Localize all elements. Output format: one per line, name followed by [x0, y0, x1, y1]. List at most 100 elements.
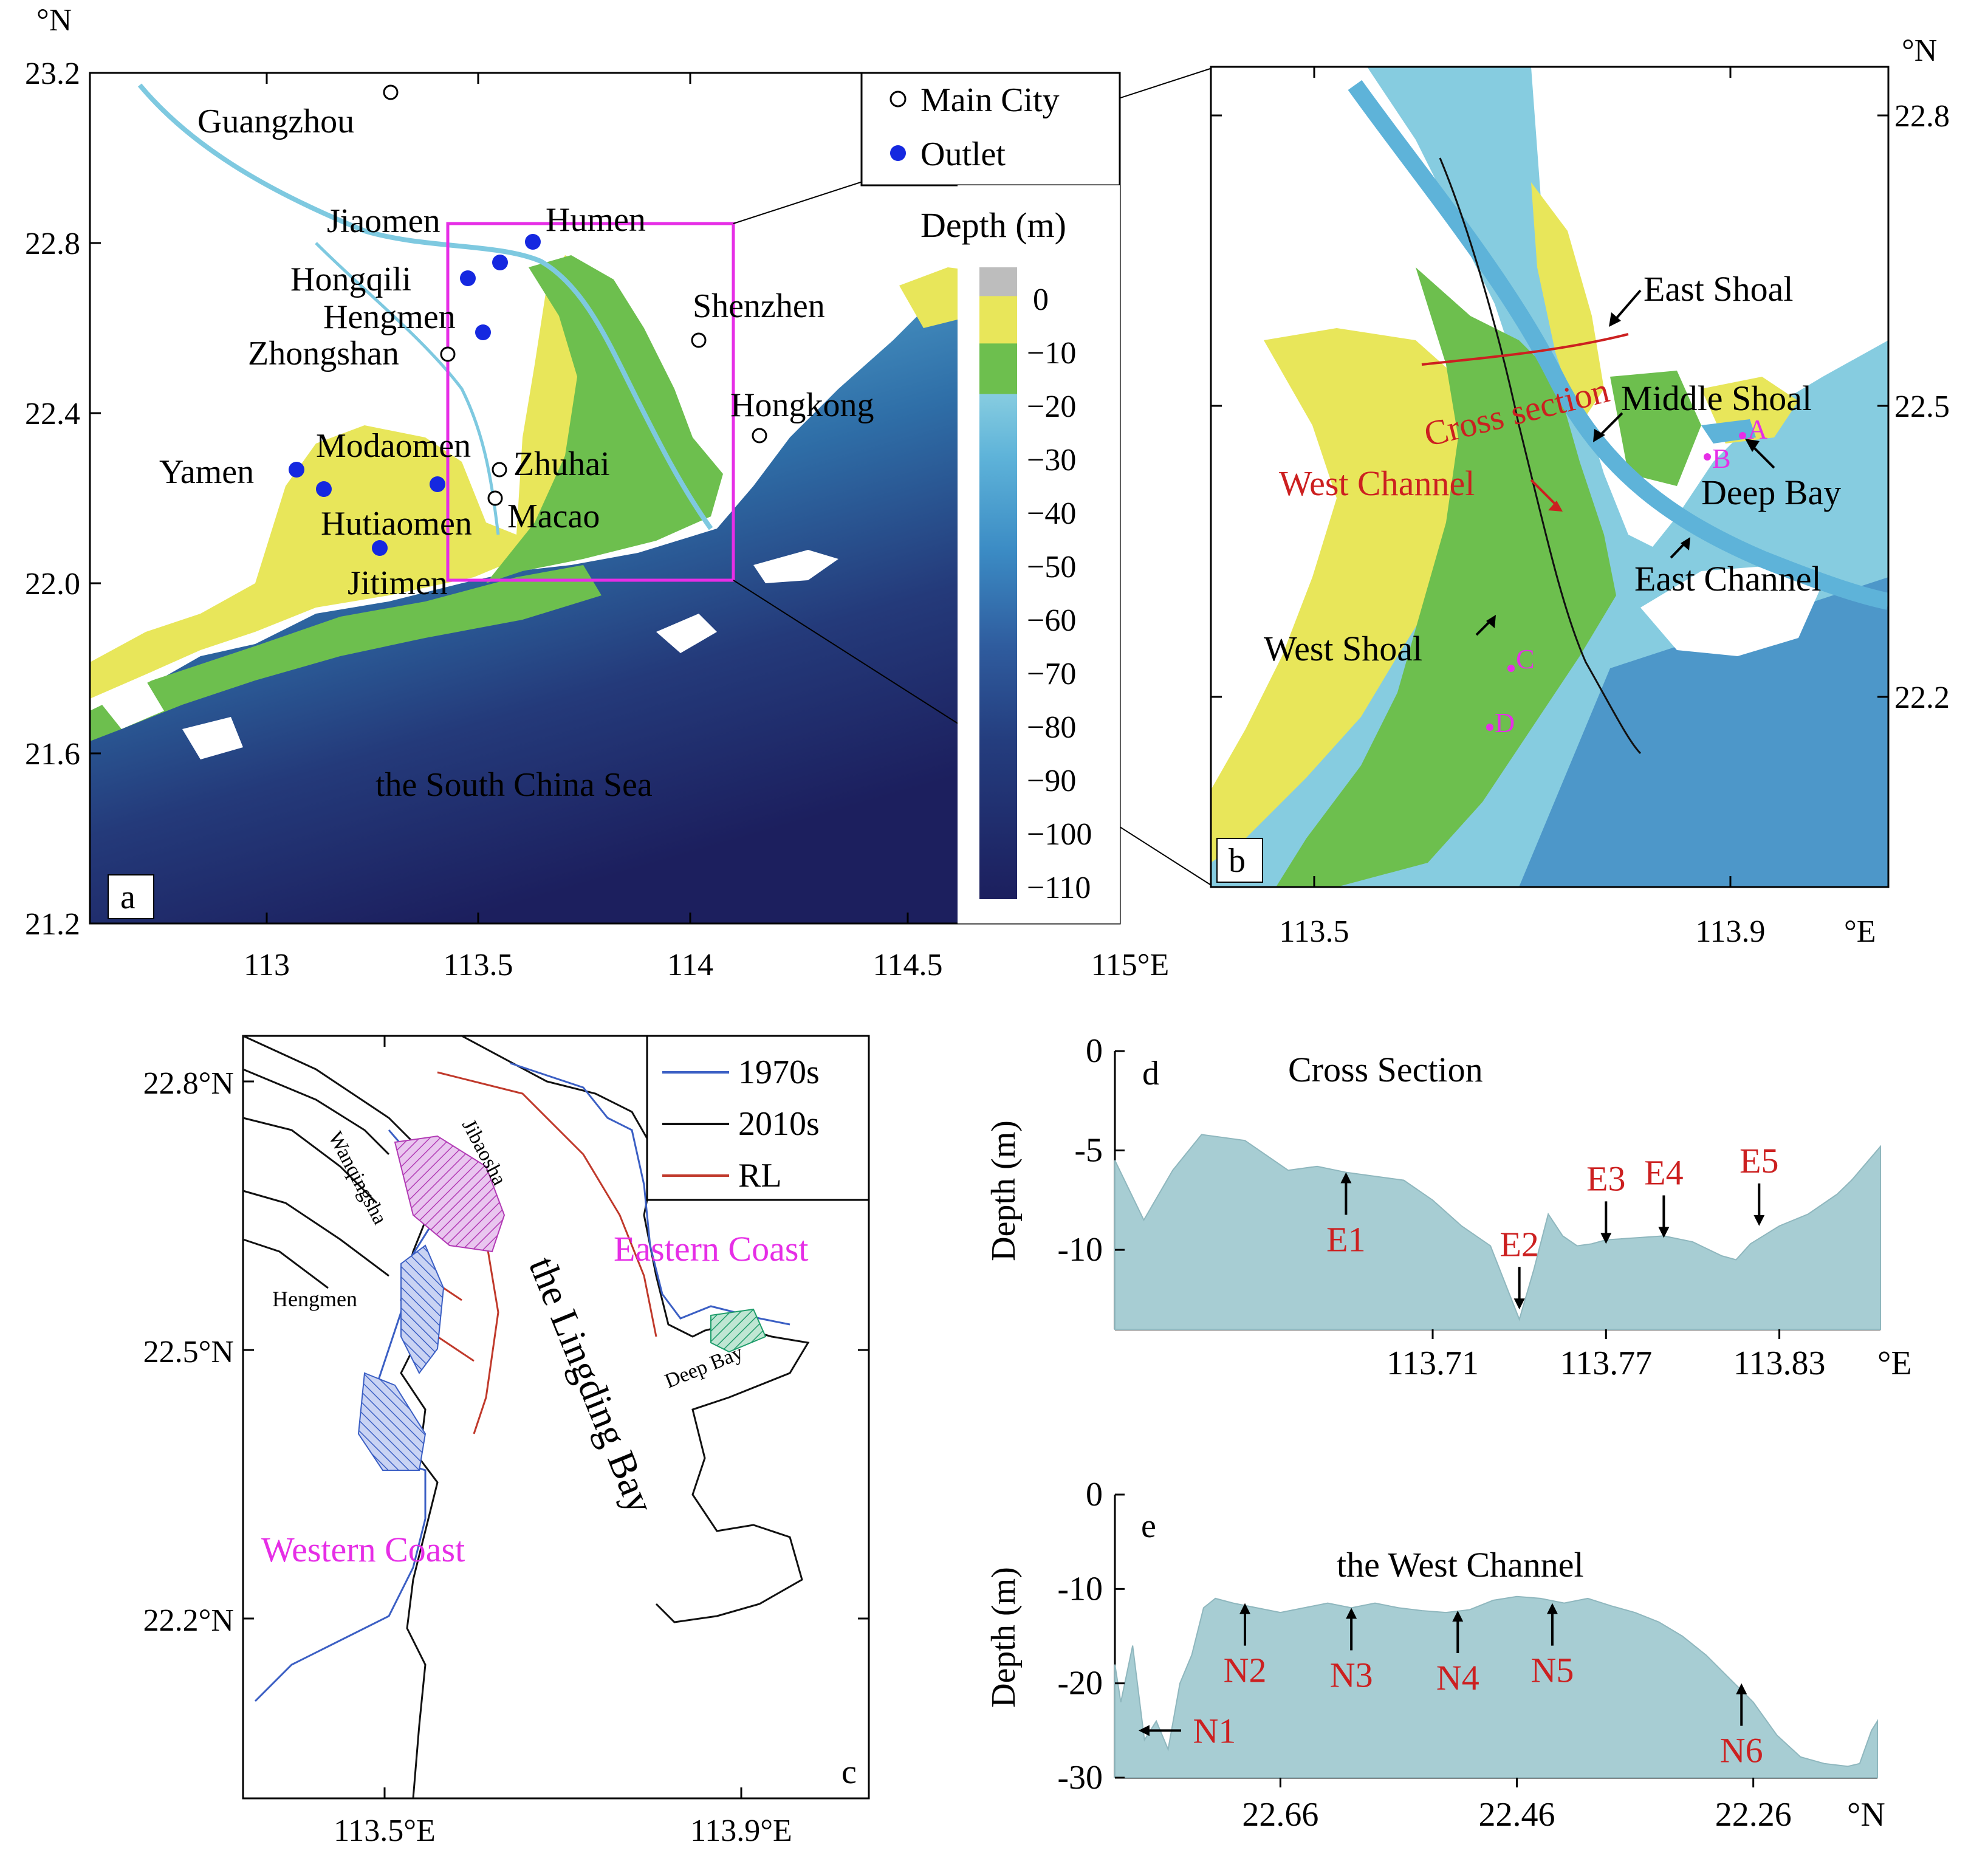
point-marker: [1507, 665, 1515, 672]
legend-outlet: Outlet: [920, 135, 1006, 173]
yellow-shoal-b2: [1531, 182, 1604, 425]
outlet-marker: [289, 462, 304, 478]
lat-tick: 22.8: [25, 227, 80, 261]
lat-tick: 22.4: [25, 397, 80, 431]
panel-b-lat-unit: °N: [1902, 33, 1937, 68]
city-label: Shenzhen: [693, 287, 825, 325]
lat-tick: 21.6: [25, 737, 80, 772]
panel-d-y-ticks: 0 -5 -10: [1057, 1032, 1103, 1269]
reclaim-deep-bay: [710, 1308, 767, 1353]
label-hengmen: Hengmen: [272, 1287, 357, 1311]
lon-tick: 113.9°E: [690, 1814, 792, 1848]
outlet-marker: [460, 270, 476, 286]
x-tick: 113.83: [1733, 1345, 1826, 1382]
outlet-label: Modaomen: [316, 427, 471, 465]
panel-d-x-unit: °E: [1877, 1345, 1912, 1382]
outlet-markers: [289, 234, 541, 556]
outlet-label: Jitimen: [348, 564, 448, 602]
panel-c-lat-ticks: 22.8°N 22.5°N 22.2°N: [143, 1066, 234, 1638]
legend-label: RL: [738, 1157, 782, 1194]
profile-marker: E5: [1740, 1141, 1779, 1226]
main-city-marker: [889, 91, 907, 108]
outlet-marker: [372, 540, 388, 556]
island-4: [97, 680, 164, 729]
outlet-marker: [475, 324, 491, 340]
lon-tick: 113.5°E: [334, 1814, 436, 1848]
depth-tick: −70: [1027, 657, 1076, 691]
lon-tick: 113.5: [443, 948, 513, 982]
shallow-green: [486, 255, 723, 583]
marker-arrowhead: [1346, 1608, 1357, 1619]
y-tick: -20: [1057, 1665, 1103, 1702]
profile-marker: E1: [1326, 1172, 1366, 1259]
city-label: Zhongshan: [248, 335, 399, 372]
arrowhead: [1593, 429, 1605, 442]
lat-tick: 22.5: [1894, 389, 1950, 424]
profile-marker: E2: [1500, 1224, 1539, 1310]
arrowhead: [1486, 615, 1496, 628]
marker-label: N4: [1436, 1658, 1479, 1698]
study-area-box: [446, 222, 735, 582]
depth-colorbar: [979, 267, 1017, 899]
panel-e: 0 -10 -20 -30 22.66 22.46 22.26 °N Depth…: [985, 1476, 1885, 1834]
lat-tick: 22.0: [25, 567, 80, 601]
city-marker: [752, 428, 767, 444]
profile-marker: E4: [1644, 1153, 1684, 1238]
marker-arrowhead: [1239, 1603, 1251, 1614]
y-tick: 0: [1086, 1476, 1103, 1513]
profile-marker: E3: [1586, 1159, 1626, 1244]
legend-box: [860, 72, 1121, 187]
arrowhead: [1548, 501, 1563, 512]
city-marker: [492, 462, 507, 478]
x-tick: 22.46: [1479, 1796, 1555, 1834]
marker-arrowhead: [1600, 1233, 1612, 1244]
panel-d-x-ticks: 113.71 113.77 113.83: [1386, 1345, 1825, 1382]
lat-tick: 23.2: [25, 57, 80, 91]
panel-b-lat-ticks: 22.8 22.5 22.2: [1894, 99, 1950, 715]
outlet-marker: [890, 145, 906, 161]
panel-letter-box: [108, 874, 154, 919]
x-tick: 113.71: [1386, 1345, 1479, 1382]
label-east-channel: East Channel: [1634, 559, 1822, 598]
deeper-sea-b: [1519, 577, 1888, 887]
marker-label: E1: [1326, 1220, 1365, 1259]
island-b: [1640, 565, 1823, 656]
outlet-label: Hengmen: [323, 298, 456, 336]
city-marker: [440, 346, 456, 362]
lat-tick: 22.2: [1894, 680, 1950, 715]
marker-arrowhead: [1753, 1214, 1765, 1226]
west-channel-profile: [1114, 1595, 1878, 1778]
reclaim-hengmen: [400, 1244, 445, 1374]
panel-d-ylabel: Depth (m): [985, 1120, 1023, 1261]
west-channel-track: [1439, 157, 1642, 755]
panel-c: 22.8°N 22.5°N 22.2°N 113.5°E 113.9°E 197…: [143, 1035, 870, 1848]
outlet-labels: Humen Jiaomen Hongqili Hengmen Modaomen …: [159, 201, 646, 602]
depth-ticks: 0 −10 −20 −30 −40 −50 −60 −70 −80 −90 −1…: [1027, 283, 1092, 905]
city-label: Zhuhai: [513, 445, 610, 483]
legend-label: 2010s: [738, 1105, 820, 1143]
depth-tick: −80: [1027, 710, 1076, 745]
reclaim-western: [357, 1372, 427, 1471]
lon-tick: 114: [667, 948, 713, 982]
yellow-shoal-b: [1211, 328, 1470, 863]
arrowhead: [1609, 312, 1621, 327]
depth-tick: −110: [1027, 871, 1091, 905]
shoal-yellow: [90, 255, 620, 699]
marker-label: E2: [1500, 1224, 1538, 1264]
marker-label: E3: [1586, 1159, 1625, 1198]
depth-tick: 0: [1033, 283, 1049, 317]
panel-d-tick-marks: [1115, 1050, 1781, 1339]
panel-a-lat-ticks: 23.2 22.8 22.4 22.0 21.6 21.2: [25, 57, 80, 942]
panel-d-markers: E1 E2 E3 E4 E5: [1326, 1141, 1779, 1310]
outlet-marker: [430, 476, 445, 492]
marker-label: N2: [1224, 1651, 1267, 1690]
profile-marker: N4: [1436, 1611, 1479, 1698]
profile-marker: N6: [1720, 1683, 1763, 1770]
depth-tick: −10: [1027, 336, 1076, 371]
panel-e-ylabel: Depth (m): [985, 1567, 1023, 1708]
label-western-coast: Western Coast: [261, 1530, 465, 1569]
reclaim-jibaosha: [394, 1135, 506, 1253]
depth-tick: −60: [1027, 603, 1076, 638]
depth-tick: −30: [1027, 443, 1076, 478]
y-tick: -10: [1057, 1570, 1103, 1608]
